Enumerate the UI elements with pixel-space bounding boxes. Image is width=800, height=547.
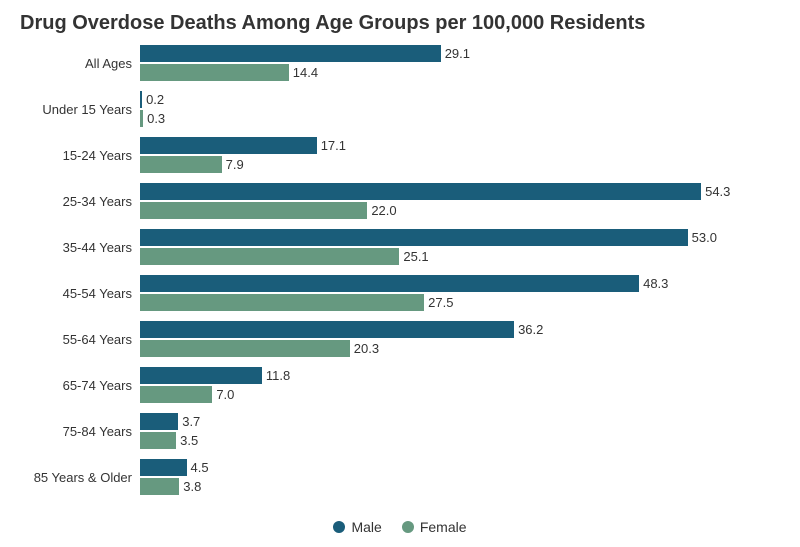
y-axis-label: All Ages bbox=[20, 56, 140, 71]
chart-row: 65-74 Years 11.8 7.0 bbox=[20, 367, 780, 403]
legend-swatch bbox=[333, 521, 345, 533]
bar bbox=[140, 413, 178, 430]
value-label: 7.9 bbox=[222, 157, 244, 172]
bar bbox=[140, 183, 701, 200]
bar-wrap: 14.4 bbox=[140, 64, 780, 81]
bar-wrap: 54.3 bbox=[140, 183, 780, 200]
value-label: 48.3 bbox=[639, 276, 668, 291]
chart-row: 55-64 Years 36.2 20.3 bbox=[20, 321, 780, 357]
bars-group: 4.53.8 bbox=[140, 459, 780, 495]
y-axis-label: 15-24 Years bbox=[20, 148, 140, 163]
value-label: 17.1 bbox=[317, 138, 346, 153]
value-label: 29.1 bbox=[441, 46, 470, 61]
legend-label: Female bbox=[420, 519, 467, 535]
bar-wrap: 7.9 bbox=[140, 156, 780, 173]
bar bbox=[140, 248, 399, 265]
chart-row: 25-34 Years 54.3 22.0 bbox=[20, 183, 780, 219]
legend-swatch bbox=[402, 521, 414, 533]
bar-wrap: 0.3 bbox=[140, 110, 780, 127]
y-axis-label: 85 Years & Older bbox=[20, 470, 140, 485]
bar bbox=[140, 202, 367, 219]
value-label: 3.7 bbox=[178, 414, 200, 429]
bar bbox=[140, 340, 350, 357]
bar-wrap: 7.0 bbox=[140, 386, 780, 403]
bar bbox=[140, 432, 176, 449]
bars-group: 36.2 20.3 bbox=[140, 321, 780, 357]
value-label: 3.8 bbox=[179, 479, 201, 494]
bar-wrap: 29.1 bbox=[140, 45, 780, 62]
value-label: 36.2 bbox=[514, 322, 543, 337]
bar-wrap: 4.5 bbox=[140, 459, 780, 476]
value-label: 20.3 bbox=[350, 341, 379, 356]
chart-row: Under 15 Years0.20.3 bbox=[20, 91, 780, 127]
value-label: 3.5 bbox=[176, 433, 198, 448]
bar-wrap: 25.1 bbox=[140, 248, 780, 265]
value-label: 22.0 bbox=[367, 203, 396, 218]
bar bbox=[140, 64, 289, 81]
bars-group: 54.3 22.0 bbox=[140, 183, 780, 219]
bars-group: 3.73.5 bbox=[140, 413, 780, 449]
bar-wrap: 53.0 bbox=[140, 229, 780, 246]
y-axis-label: 25-34 Years bbox=[20, 194, 140, 209]
y-axis-label: 75-84 Years bbox=[20, 424, 140, 439]
bar-wrap: 17.1 bbox=[140, 137, 780, 154]
legend-label: Male bbox=[351, 519, 381, 535]
legend-item: Female bbox=[402, 519, 467, 535]
bars-group: 0.20.3 bbox=[140, 91, 780, 127]
bar-wrap: 36.2 bbox=[140, 321, 780, 338]
bar-wrap: 48.3 bbox=[140, 275, 780, 292]
bar-wrap: 20.3 bbox=[140, 340, 780, 357]
bar bbox=[140, 45, 441, 62]
value-label: 0.3 bbox=[143, 111, 165, 126]
legend: Male Female bbox=[0, 519, 800, 535]
chart-row: 15-24 Years 17.1 7.9 bbox=[20, 137, 780, 173]
bar-wrap: 22.0 bbox=[140, 202, 780, 219]
bars-group: 53.0 25.1 bbox=[140, 229, 780, 265]
bar bbox=[140, 275, 639, 292]
bar bbox=[140, 386, 212, 403]
chart-title: Drug Overdose Deaths Among Age Groups pe… bbox=[20, 12, 780, 35]
y-axis-label: 65-74 Years bbox=[20, 378, 140, 393]
chart-container: Drug Overdose Deaths Among Age Groups pe… bbox=[0, 0, 800, 547]
value-label: 11.8 bbox=[262, 368, 290, 383]
bar-wrap: 0.2 bbox=[140, 91, 780, 108]
bar bbox=[140, 229, 688, 246]
chart-row: 35-44 Years 53.0 25.1 bbox=[20, 229, 780, 265]
plot-area: All Ages29.114.4Under 15 Years0.20.315-2… bbox=[20, 45, 780, 495]
value-label: 4.5 bbox=[187, 460, 209, 475]
value-label: 7.0 bbox=[212, 387, 234, 402]
bars-group: 11.8 7.0 bbox=[140, 367, 780, 403]
y-axis-label: 55-64 Years bbox=[20, 332, 140, 347]
chart-row: 75-84 Years3.73.5 bbox=[20, 413, 780, 449]
bar-wrap: 3.8 bbox=[140, 478, 780, 495]
bars-group: 29.1 14.4 bbox=[140, 45, 780, 81]
value-label: 0.2 bbox=[142, 92, 164, 107]
bar bbox=[140, 156, 222, 173]
chart-row: All Ages 29.1 14.4 bbox=[20, 45, 780, 81]
chart-row: 45-54 Years 48.3 27.5 bbox=[20, 275, 780, 311]
chart-row: 85 Years & Older4.53.8 bbox=[20, 459, 780, 495]
y-axis-label: 35-44 Years bbox=[20, 240, 140, 255]
value-label: 25.1 bbox=[399, 249, 428, 264]
bar bbox=[140, 367, 262, 384]
bar-wrap: 3.5 bbox=[140, 432, 780, 449]
bar bbox=[140, 137, 317, 154]
legend-item: Male bbox=[333, 519, 381, 535]
y-axis-label: Under 15 Years bbox=[20, 102, 140, 117]
y-axis-label: 45-54 Years bbox=[20, 286, 140, 301]
bars-group: 17.1 7.9 bbox=[140, 137, 780, 173]
bar bbox=[140, 459, 187, 476]
bar-wrap: 27.5 bbox=[140, 294, 780, 311]
bar-wrap: 3.7 bbox=[140, 413, 780, 430]
bar-wrap: 11.8 bbox=[140, 367, 780, 384]
bars-group: 48.3 27.5 bbox=[140, 275, 780, 311]
value-label: 14.4 bbox=[289, 65, 318, 80]
value-label: 27.5 bbox=[424, 295, 453, 310]
bar bbox=[140, 478, 179, 495]
bar bbox=[140, 294, 424, 311]
value-label: 54.3 bbox=[701, 184, 730, 199]
bar bbox=[140, 321, 514, 338]
value-label: 53.0 bbox=[688, 230, 717, 245]
